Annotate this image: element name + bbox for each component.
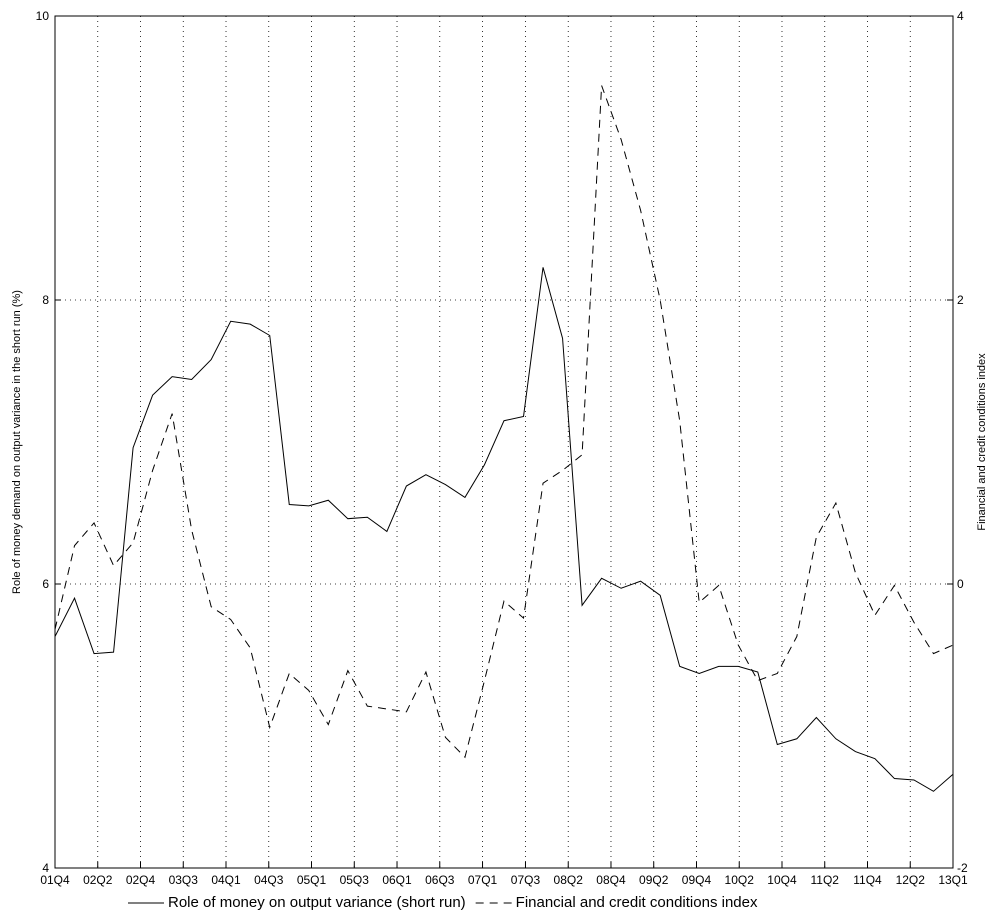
x-tick-label: 08Q4 (596, 873, 626, 887)
x-tick-label: 11Q2 (811, 873, 840, 887)
y2-tick-label: 4 (957, 9, 964, 23)
y2-tick-label: 2 (957, 293, 964, 307)
plot-frame (54, 15, 954, 869)
x-tick-label: 13Q1 (938, 873, 968, 887)
x-tick-label: 06Q1 (382, 873, 412, 887)
x-tick-label: 01Q4 (40, 873, 70, 887)
x-tick-label: 02Q2 (83, 873, 113, 887)
y-tick-label: 8 (42, 293, 49, 307)
y-tick-label: 10 (36, 9, 50, 23)
legend-label: Role of money on output variance (short … (168, 894, 466, 911)
y2-tick-label: -2 (957, 861, 968, 875)
x-tick-label: 02Q4 (126, 873, 156, 887)
series-line (54, 85, 954, 759)
x-tick-label: 04Q3 (254, 873, 284, 887)
x-tick-label: 07Q3 (511, 873, 541, 887)
y-tick-label: 6 (42, 577, 49, 591)
x-tick-label: 11Q4 (853, 873, 882, 887)
x-tick-label: 09Q2 (639, 873, 669, 887)
x-tick-label: 03Q3 (169, 873, 199, 887)
y2-axis-label: Financial and credit conditions index (976, 353, 988, 531)
x-tick-label: 05Q3 (340, 873, 370, 887)
x-tick-label: 05Q1 (297, 873, 327, 887)
x-tick-label: 10Q2 (725, 873, 755, 887)
x-tick-label: 04Q1 (211, 873, 241, 887)
x-tick-label: 09Q4 (682, 873, 712, 887)
legend-label: Financial and credit conditions index (516, 894, 758, 911)
x-tick-label: 10Q4 (767, 873, 797, 887)
series-line (54, 267, 954, 792)
x-tick-label: 07Q1 (468, 873, 498, 887)
x-tick-label: 12Q2 (896, 873, 926, 887)
y-tick-label: 4 (42, 861, 49, 875)
y2-tick-label: 0 (957, 577, 964, 591)
x-tick-label: 08Q2 (554, 873, 584, 887)
y-axis-label: Role of money demand on output variance … (11, 290, 23, 594)
x-tick-label: 06Q3 (425, 873, 455, 887)
